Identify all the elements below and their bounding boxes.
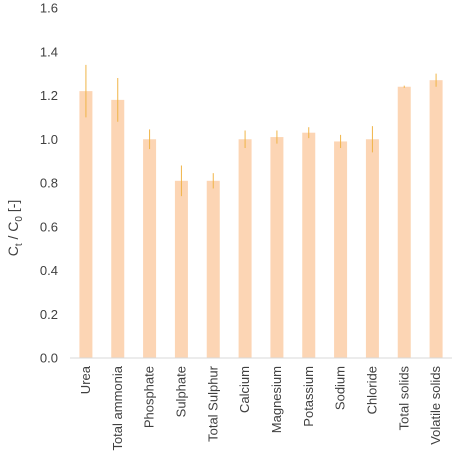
- x-category-label: Total ammonia: [110, 365, 125, 450]
- x-category-label: Sulphate: [173, 366, 188, 417]
- y-tick-label: 0.0: [40, 351, 58, 366]
- y-axis-title-unit: [-]: [5, 200, 21, 216]
- bar: [397, 86, 411, 358]
- y-tick-label: 1.0: [40, 132, 58, 147]
- y-axis-title-sub-0: 0: [14, 216, 25, 222]
- y-tick-label: 0.6: [40, 219, 58, 234]
- y-axis-title-sub-t: t: [14, 243, 25, 246]
- y-tick-label: 1.6: [40, 1, 58, 16]
- x-category-label: Chloride: [364, 366, 379, 414]
- x-category-label: Urea: [78, 365, 93, 394]
- bars: [79, 80, 443, 358]
- bar: [302, 132, 316, 358]
- x-category-label: Calcium: [237, 366, 252, 413]
- x-category-label: Potassium: [301, 366, 316, 427]
- error-bars: [85, 64, 437, 197]
- y-tick-label: 0.4: [40, 263, 58, 278]
- bar: [429, 80, 443, 358]
- x-category-label: Sodium: [333, 366, 348, 410]
- y-axis-title: Ct / C0 [-]: [5, 200, 25, 257]
- y-axis-title-sep: / C: [5, 222, 21, 244]
- bar: [334, 141, 348, 358]
- y-tick-label: 0.8: [40, 176, 58, 191]
- x-category-label: Total solids: [396, 366, 411, 431]
- bar: [174, 180, 188, 358]
- y-tick-label: 1.2: [40, 88, 58, 103]
- x-category-label: Magnesium: [269, 366, 284, 433]
- x-category-label: Total Sulphur: [205, 365, 220, 442]
- bar: [111, 99, 125, 358]
- x-category-label: Volatile solids: [428, 366, 443, 445]
- y-tick-label: 0.2: [40, 307, 58, 322]
- y-axis-title-c: C: [5, 246, 21, 256]
- bar: [79, 91, 93, 358]
- bar: [238, 139, 252, 358]
- bar: [206, 180, 220, 358]
- x-axis-category-labels: Urea Total ammonia Phosphate Sulphate Total …: [78, 365, 443, 450]
- bar: [365, 139, 379, 358]
- y-axis-ticks: 0.0 0.2 0.4 0.6 0.8 1.0 1.2 1.4 1.6: [40, 1, 58, 366]
- y-tick-label: 1.4: [40, 44, 58, 59]
- bar: [143, 139, 157, 358]
- bar: [270, 137, 284, 358]
- x-category-label: Phosphate: [142, 366, 157, 428]
